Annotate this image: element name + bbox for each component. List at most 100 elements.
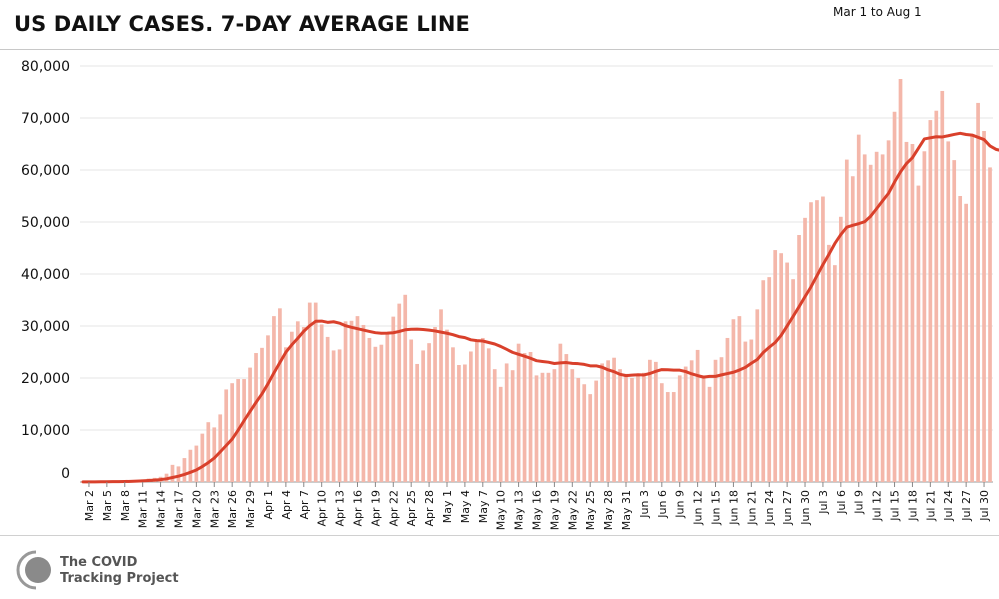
daily-cases-bar bbox=[844, 159, 849, 482]
x-tick-label: May 31 bbox=[620, 490, 633, 530]
daily-cases-bar bbox=[343, 321, 348, 482]
x-tick-label: May 4 bbox=[459, 490, 472, 523]
daily-cases-bar bbox=[248, 367, 252, 482]
daily-cases-bar bbox=[982, 131, 986, 482]
daily-cases-bar bbox=[474, 339, 479, 482]
x-tick-label: Jul 12 bbox=[871, 490, 884, 522]
x-tick-label: Jul 24 bbox=[942, 490, 955, 522]
daily-cases-bar bbox=[170, 464, 175, 482]
daily-cases-bar bbox=[576, 378, 581, 482]
x-tick-label: Apr 16 bbox=[351, 490, 364, 527]
covid-tracking-project-logo[interactable]: The COVID Tracking Project bbox=[14, 548, 184, 594]
x-tick-label: Apr 22 bbox=[387, 490, 400, 527]
daily-cases-bar bbox=[755, 309, 760, 482]
daily-cases-bar bbox=[797, 235, 801, 482]
daily-cases-bar bbox=[659, 383, 664, 482]
daily-cases-bar bbox=[862, 154, 867, 482]
daily-cases-bar bbox=[588, 394, 593, 482]
daily-cases-bar bbox=[773, 250, 778, 482]
daily-cases-bar bbox=[767, 277, 772, 482]
daily-cases-bar bbox=[337, 349, 342, 482]
x-tick-label: Mar 5 bbox=[101, 490, 114, 521]
x-tick-label: Apr 19 bbox=[369, 490, 382, 527]
daily-cases-bar bbox=[838, 216, 843, 483]
daily-cases-bar bbox=[916, 185, 921, 482]
y-tick-label: 20,000 bbox=[21, 371, 70, 387]
line-layer bbox=[81, 131, 999, 484]
x-tick-label: Mar 14 bbox=[155, 490, 168, 528]
x-tick-label: Jun 30 bbox=[799, 490, 812, 526]
logo-line1: The COVID bbox=[60, 555, 138, 570]
daily-cases-bar bbox=[272, 316, 276, 482]
daily-cases-bar bbox=[528, 352, 533, 482]
daily-cases-bar bbox=[761, 280, 766, 482]
daily-cases-bar bbox=[403, 294, 408, 482]
daily-cases-bar bbox=[457, 365, 461, 482]
daily-cases-bar bbox=[433, 327, 437, 482]
x-tick-label: Jun 6 bbox=[656, 490, 669, 519]
daily-cases-bar bbox=[534, 375, 539, 482]
daily-cases-bar bbox=[928, 120, 933, 482]
x-tick-label: Mar 23 bbox=[208, 490, 221, 528]
daily-cases-bar bbox=[313, 302, 318, 482]
daily-cases-bar bbox=[815, 200, 819, 482]
x-tick-label: Mar 8 bbox=[119, 490, 132, 521]
daily-cases-bar bbox=[821, 196, 825, 482]
daily-cases-bar bbox=[904, 141, 909, 483]
x-tick-label: Mar 11 bbox=[137, 490, 150, 528]
daily-cases-bar bbox=[695, 349, 700, 482]
daily-cases-bar bbox=[206, 422, 211, 482]
daily-cases-bar bbox=[230, 383, 235, 482]
x-tick-label: May 19 bbox=[548, 490, 561, 530]
daily-cases-bar bbox=[379, 344, 384, 482]
daily-cases-bar bbox=[970, 134, 974, 482]
x-tick-label: May 28 bbox=[602, 490, 615, 530]
daily-cases-bar bbox=[409, 339, 414, 482]
daily-cases-bar bbox=[421, 350, 425, 482]
y-axis: 0 10,000 20,000 30,000 40,000 50,000 60,000 70,… bbox=[21, 59, 70, 482]
x-tick-label: May 25 bbox=[584, 490, 597, 530]
daily-cases-bar bbox=[295, 321, 300, 482]
daily-cases-bar bbox=[289, 331, 294, 482]
daily-cases-bar bbox=[367, 337, 372, 482]
daily-cases-bar bbox=[397, 303, 402, 482]
x-tick-label: Apr 28 bbox=[423, 490, 436, 527]
x-tick-label: Apr 25 bbox=[405, 490, 418, 527]
x-tick-label: Jul 6 bbox=[835, 490, 848, 515]
x-tick-label: Apr 4 bbox=[280, 490, 293, 520]
logo-line2: Tracking Project bbox=[60, 571, 179, 586]
daily-cases-bar bbox=[701, 375, 706, 482]
chart-title: US DAILY CASES. 7-DAY AVERAGE LINE bbox=[14, 12, 470, 36]
daily-cases-bar bbox=[212, 427, 217, 482]
y-tick-label: 70,000 bbox=[21, 111, 70, 127]
daily-cases-bar bbox=[976, 102, 980, 483]
daily-cases-bar bbox=[331, 350, 336, 482]
daily-cases-bar bbox=[498, 386, 503, 482]
daily-cases-bar bbox=[439, 309, 443, 482]
x-tick-label: Mar 2 bbox=[83, 490, 96, 521]
daily-cases-bar bbox=[725, 337, 730, 482]
footer-divider bbox=[0, 535, 999, 536]
daily-cases-bar bbox=[325, 336, 330, 482]
x-tick-label: Jun 27 bbox=[781, 490, 794, 526]
daily-cases-bar bbox=[898, 79, 903, 482]
daily-cases-bar bbox=[510, 370, 515, 482]
daily-cases-bar bbox=[188, 449, 193, 482]
daily-cases-bar bbox=[301, 327, 306, 482]
y-tick-label: 40,000 bbox=[21, 267, 70, 283]
daily-cases-bar bbox=[803, 217, 807, 482]
daily-cases-bar bbox=[713, 359, 718, 482]
daily-cases-bar bbox=[391, 316, 396, 482]
daily-cases-bar bbox=[785, 262, 789, 482]
daily-cases-bar bbox=[415, 363, 420, 482]
daily-cases-bar bbox=[964, 203, 968, 483]
daily-cases-bar bbox=[242, 379, 246, 482]
daily-cases-bar bbox=[194, 445, 199, 482]
daily-cases-bar bbox=[176, 466, 181, 482]
bar-layer bbox=[81, 79, 992, 483]
x-tick-label: Jun 18 bbox=[727, 490, 740, 526]
daily-cases-bar bbox=[677, 375, 682, 482]
x-tick-label: May 7 bbox=[477, 490, 490, 523]
x-tick-label: May 1 bbox=[441, 490, 454, 523]
daily-cases-bar bbox=[582, 384, 587, 482]
